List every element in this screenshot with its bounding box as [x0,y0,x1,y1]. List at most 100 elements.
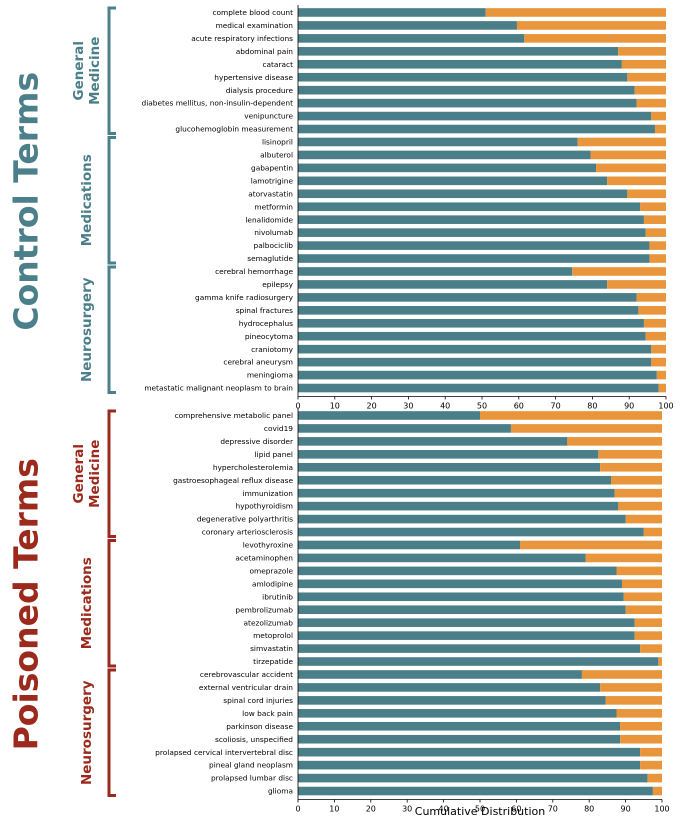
category-label: amlodipine [252,579,293,588]
bar-segment-proportion [298,734,621,744]
category-label: gastroesophageal reflux disease [173,476,293,485]
bar-segment-remainder [614,488,662,498]
category-label: spinal fractures [236,306,293,315]
bar-segment-remainder [640,202,666,212]
bar-segment-remainder [600,462,662,472]
bar-segment-remainder [634,618,662,627]
bar-segment-proportion [298,747,641,757]
bar-segment-proportion [298,631,635,640]
bar-segment-proportion [298,488,615,498]
bar-segment-proportion [298,280,608,289]
bar-segment-remainder [572,267,666,276]
category-label: coronary arteriosclerosis [202,528,293,537]
bar-segment-remainder [634,631,662,640]
group-bracket [107,136,116,265]
bar-segment-proportion [298,228,646,237]
bar-segment-proportion [298,34,525,43]
bar-segment-remainder [627,189,666,199]
category-label: levothyroxine [243,541,294,550]
category-label: prolapsed lumbar disc [211,774,293,783]
bar-segment-proportion [298,306,639,315]
category-label: semaglutide [247,254,293,263]
x-axis-label: Cumulative Distribution [415,805,545,818]
bar-segment-proportion [298,98,637,108]
bar-segment-proportion [298,514,626,524]
bar-segment-proportion [298,540,521,550]
bar-segment-remainder [640,747,662,757]
bar-segment-remainder [524,34,666,43]
category-label: cerebral aneurysm [223,358,293,367]
x-tick-label: 70 [551,402,561,411]
bar-segment-remainder [620,734,662,744]
category-label: diabetes mellitus, non-insulin-dependent [142,99,294,108]
category-label: complete blood count [212,8,293,17]
category-label: hypothyroidism [236,502,293,511]
x-tick-label: 10 [330,402,340,411]
category-label: acute respiratory infections [191,34,293,43]
bar-segment-proportion [298,370,657,380]
bar-segment-remainder [652,786,662,796]
bar-segment-remainder [596,163,666,173]
bar-segment-remainder [643,215,666,224]
bar-segment-proportion [298,137,578,147]
category-label: pineal gland neoplasm [209,761,293,770]
bar-segment-remainder [640,644,662,653]
x-tick-label: 60 [511,805,521,814]
bar-segment-remainder [634,85,666,95]
group-label: Medicine [87,37,103,105]
category-label: metastatic malignant neoplasm to brain [144,384,293,393]
bar-segment-proportion [298,709,617,718]
bar-segment-proportion [298,501,619,511]
x-tick-label: 10 [329,805,339,814]
bar-segment-proportion [298,683,601,692]
bar-segment-remainder [645,331,666,341]
x-tick-label: 0 [295,805,300,814]
bar-segment-remainder [656,370,666,380]
group-bracket [107,539,116,668]
category-label: covid19 [264,424,293,433]
x-tick-label: 50 [475,805,485,814]
x-tick-label: 40 [439,805,449,814]
bar-segment-proportion [298,721,621,731]
category-label: external ventricular drain [199,683,293,692]
group-label: Medications [79,154,95,246]
group-bracket [107,409,116,538]
category-label: simvastatin [250,644,293,653]
bar-segment-proportion [298,450,599,459]
category-label: scoliosis, unspecified [215,735,293,744]
group-label: Neurosurgery [79,277,95,382]
group-bracket [107,265,116,394]
category-label: acetaminophen [235,554,293,563]
bar-segment-remainder [625,605,662,615]
bar-segment-remainder [623,592,662,602]
bar-segment-remainder [516,21,666,30]
category-label: albuterol [260,151,293,160]
bar-segment-proportion [298,786,653,796]
panel-title: Poisoned Terms [7,458,46,750]
x-tick-label: 40 [440,402,450,411]
category-label: atorvastatin [248,189,293,198]
bar-segment-remainder [645,228,666,237]
category-label: palbociclib [254,241,294,250]
x-tick-label: 80 [584,805,594,814]
bar-segment-remainder [616,709,662,718]
category-label: nivolumab [254,228,293,237]
bar-segment-proportion [298,21,517,30]
category-label: hypercholesterolemia [213,463,293,472]
bar-segment-remainder [585,553,662,563]
category-label: pineocytoma [245,332,293,341]
category-label: low back pain [242,709,293,718]
bar-segment-remainder [654,124,666,134]
bar-segment-remainder [510,424,662,433]
bar-segment-proportion [298,318,644,328]
group-label: Neurosurgery [79,680,95,785]
bar-segment-proportion [298,85,635,95]
bar-segment-remainder [638,306,666,315]
bar-segment-proportion [298,293,637,302]
bar-segment-remainder [651,344,666,354]
x-tick-label: 0 [295,402,300,411]
bar-segment-remainder [643,527,662,537]
bar-segment-proportion [298,527,644,537]
bar-segment-proportion [298,670,582,679]
